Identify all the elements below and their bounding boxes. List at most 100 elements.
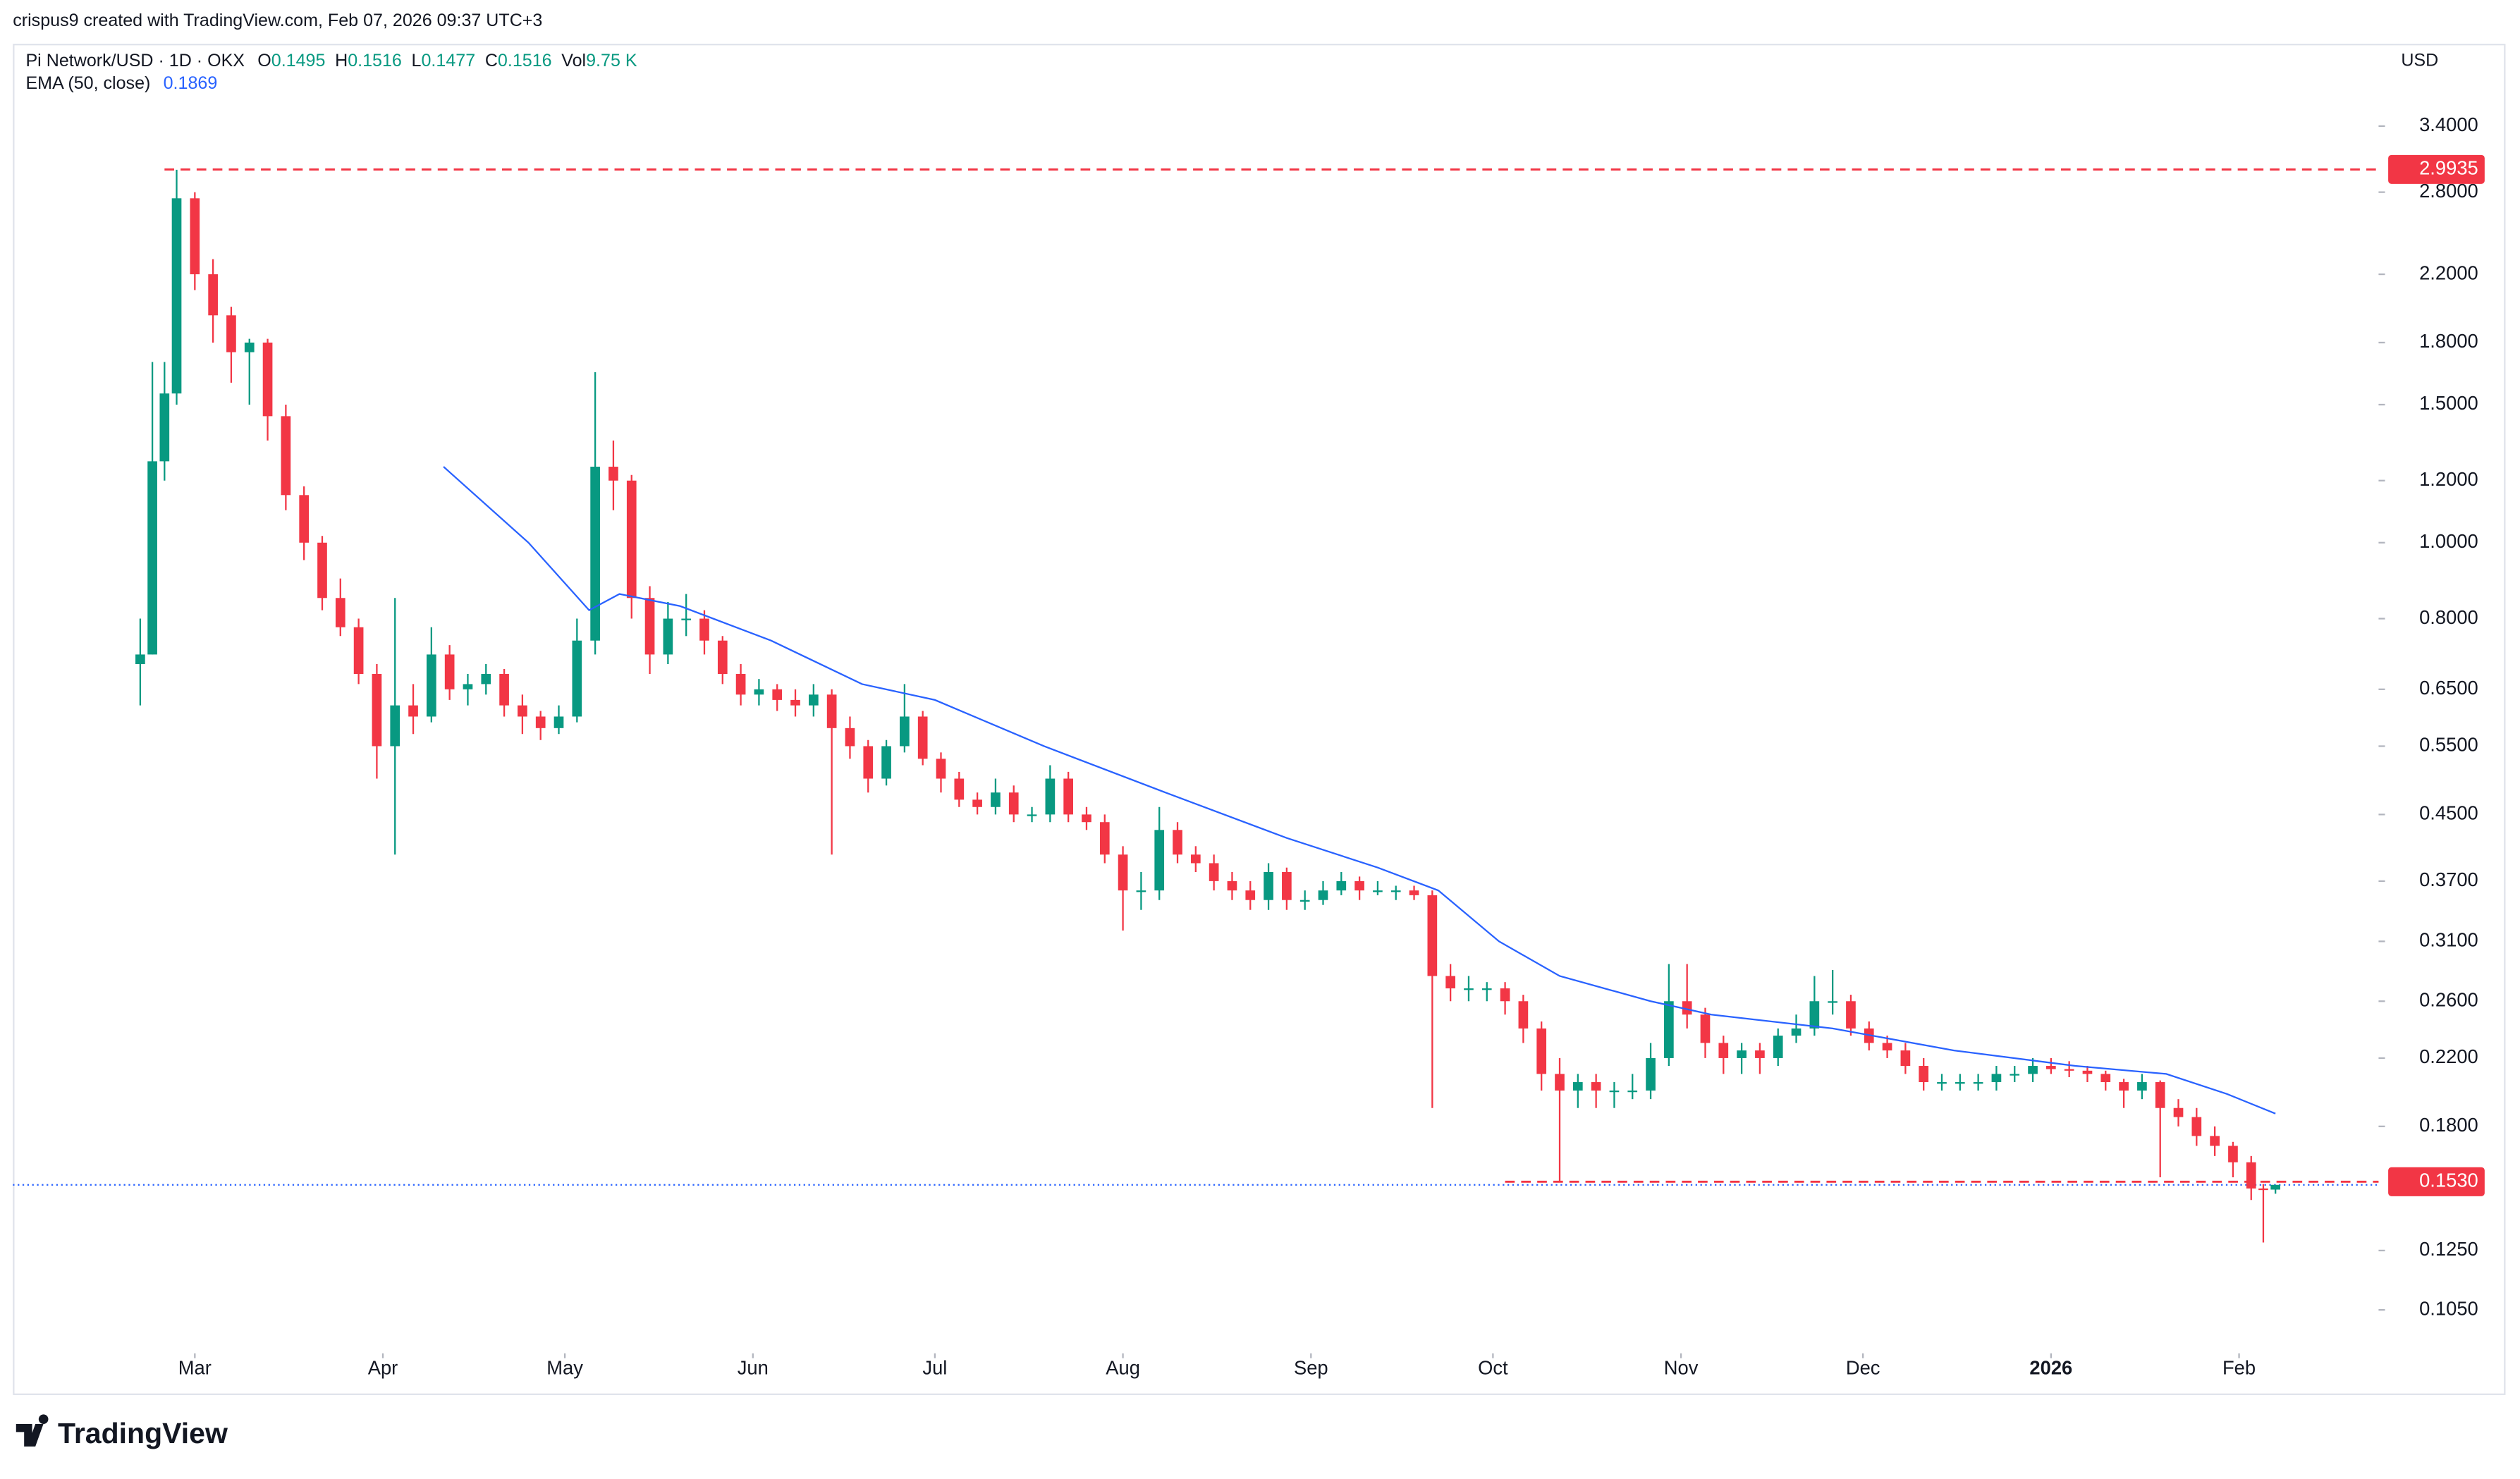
candle-body: [1481, 988, 1492, 990]
candle-body: [608, 467, 618, 481]
candle-body: [427, 654, 436, 717]
candle-body: [991, 792, 1001, 807]
candle-body: [1336, 880, 1347, 891]
candle-body: [1500, 988, 1510, 1002]
x-tick-label: Apr: [368, 1357, 398, 1379]
ema-line: [443, 466, 2276, 1115]
candle-body: [1299, 900, 1310, 902]
candle-body: [2028, 1066, 2038, 1074]
x-tick-label: Nov: [1664, 1357, 1699, 1379]
y-tick-label: 0.2200: [2419, 1045, 2478, 1067]
candle-body: [1082, 814, 1091, 823]
candle-body: [2246, 1162, 2256, 1189]
candle-body: [1154, 830, 1165, 891]
candle-body: [1118, 854, 1128, 891]
candle-body: [535, 716, 546, 728]
currency: USD: [2401, 51, 2438, 70]
x-tick-label: 2026: [2029, 1357, 2072, 1379]
candle-body: [826, 694, 837, 728]
legend-line: Pi Network/USD · 1D · OKX O0.1495 H0.1516 L…: [25, 51, 637, 70]
candle-body: [1664, 1001, 1674, 1058]
candle-body: [463, 684, 473, 689]
candle-body: [2082, 1070, 2093, 1074]
legend-value: 0.1516: [498, 51, 552, 70]
y-tick-label: 0.8000: [2419, 606, 2478, 628]
y-tick-label: 0.6500: [2419, 677, 2478, 699]
candle-body: [2191, 1117, 2202, 1136]
candle-body: [699, 618, 709, 641]
candle-body: [2155, 1082, 2165, 1108]
ema-value: 0.1869: [164, 73, 218, 93]
chart-frame: [13, 44, 2506, 1395]
candle-body: [518, 705, 527, 717]
candle-body: [754, 689, 764, 695]
legend-value: 9.75 K: [586, 51, 637, 70]
candle-body: [1264, 872, 1273, 900]
candle-body: [1955, 1082, 1965, 1084]
legend-label: L: [412, 51, 422, 70]
candle-body: [1646, 1057, 1656, 1091]
candle-body: [2258, 1188, 2268, 1191]
candle-body: [1700, 1014, 1711, 1043]
candle-body: [1718, 1043, 1729, 1058]
y-tick-label: 0.1050: [2419, 1297, 2478, 1319]
candle-body: [954, 778, 965, 800]
y-tick-label: 0.1800: [2419, 1114, 2478, 1136]
y-tick-label: 0.1250: [2419, 1238, 2478, 1260]
candle-body: [226, 315, 236, 352]
candle-body: [2228, 1146, 2238, 1162]
candle-body: [1354, 880, 1364, 891]
candle-body: [1846, 1001, 1856, 1029]
x-tick-label: Oct: [1478, 1357, 1508, 1379]
legend-value: 0.1477: [421, 51, 475, 70]
level-tag: [2388, 154, 2485, 184]
legend-label: Vol: [561, 51, 586, 70]
candle-body: [553, 716, 564, 728]
y-tick-label: 0.3100: [2419, 929, 2478, 951]
candle-body: [2046, 1066, 2056, 1069]
candle-body: [1919, 1066, 1929, 1083]
brand: TradingView: [58, 1417, 228, 1449]
candle-body: [299, 495, 310, 543]
ema-name: EMA (50, close): [25, 73, 150, 93]
credit: crispus9 created with TradingView.com, F…: [13, 11, 542, 30]
candle-body: [1737, 1050, 1747, 1058]
legend-label: C: [485, 51, 498, 70]
candle-body: [972, 799, 982, 807]
y-tick-label: 2.2000: [2419, 262, 2478, 283]
candle-body: [1063, 778, 1074, 815]
candle-body: [1190, 854, 1201, 864]
candle-body: [1136, 890, 1146, 892]
candle-body: [1099, 822, 1110, 855]
candle-body: [1773, 1036, 1783, 1058]
candle-body: [1518, 1001, 1529, 1029]
candle-body: [572, 640, 582, 717]
candle-body: [808, 694, 819, 706]
y-tick-label: 1.0000: [2419, 530, 2478, 552]
level-label: 0.1530: [2419, 1170, 2478, 1191]
candle-body: [1627, 1090, 1638, 1093]
candle-body: [1828, 1001, 1837, 1003]
candle-body: [1373, 890, 1383, 892]
candle-body: [1464, 988, 1474, 990]
y-tick-label: 1.8000: [2419, 330, 2478, 352]
candle-body: [1755, 1050, 1765, 1058]
candle-body: [1555, 1074, 1565, 1091]
candle-body: [1536, 1028, 1547, 1074]
candle-body: [390, 705, 400, 747]
candle-body: [353, 627, 364, 675]
candle-body: [1445, 976, 1455, 989]
x-tick-label: Jun: [738, 1357, 769, 1379]
y-tick-label: 3.4000: [2419, 113, 2478, 135]
candle-body: [845, 728, 855, 747]
candle-body: [1882, 1043, 1892, 1051]
candle-body: [1390, 890, 1401, 892]
x-tick-label: Sep: [1294, 1357, 1328, 1379]
candle-body: [1609, 1090, 1620, 1093]
candle-body: [317, 542, 327, 599]
candle-body: [2173, 1107, 2184, 1117]
candle-body: [681, 618, 692, 620]
candle-body: [863, 746, 874, 779]
y-tick-label: 0.2600: [2419, 988, 2478, 1010]
